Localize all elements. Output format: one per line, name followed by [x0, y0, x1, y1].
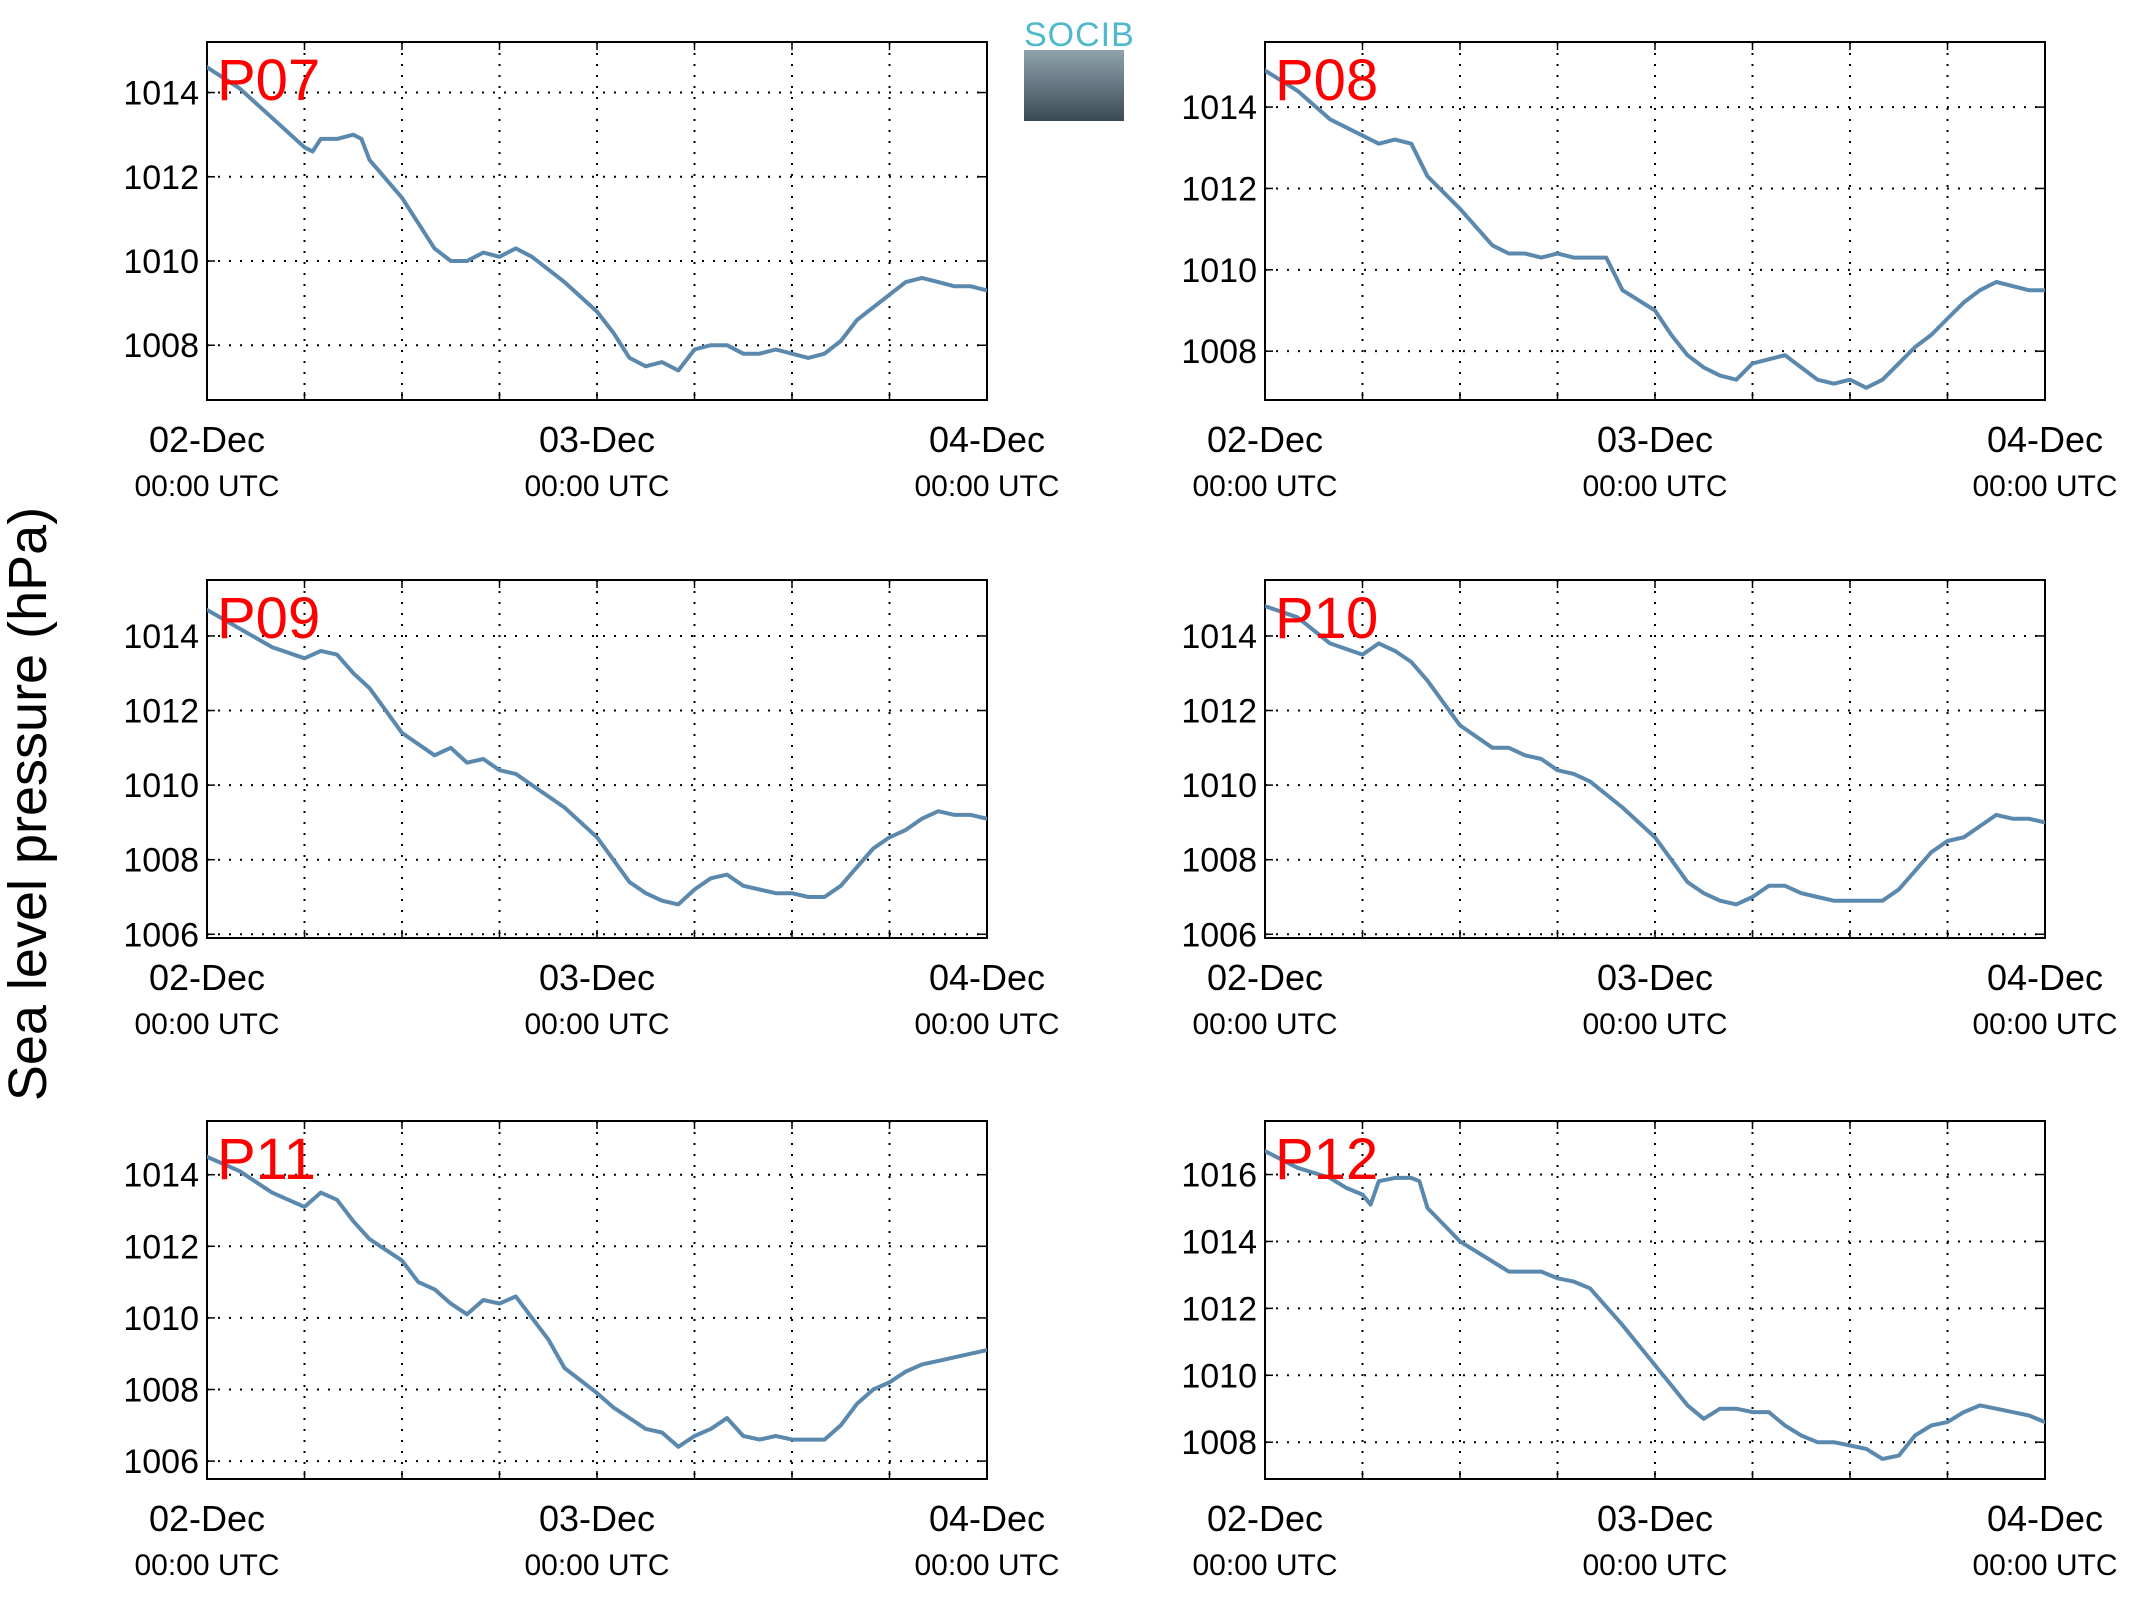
y-tick-label: 1012 — [1181, 693, 1257, 731]
station-label-p12: P12 — [1275, 1127, 1378, 1192]
y-tick-label: 1014 — [1181, 89, 1257, 127]
y-tick-label: 1008 — [1181, 333, 1257, 371]
series-line-p11 — [207, 1154, 987, 1449]
x-tick-label-time: 00:00 UTC — [134, 470, 279, 503]
x-tick-label-date: 02-Dec — [1207, 1498, 1323, 1539]
x-tick-label-time: 00:00 UTC — [914, 470, 1059, 503]
station-label-p07: P07 — [217, 48, 320, 113]
y-tick-label: 1012 — [1181, 1290, 1257, 1328]
x-tick-label-date: 03-Dec — [539, 957, 655, 998]
x-tick-label-date: 04-Dec — [929, 1498, 1045, 1539]
y-tick-label: 1010 — [123, 243, 199, 281]
y-tick-label: 1012 — [123, 693, 199, 731]
y-tick-label: 1016 — [1181, 1157, 1257, 1195]
y-tick-label: 1008 — [123, 842, 199, 880]
x-tick-label-date: 03-Dec — [1597, 1498, 1713, 1539]
x-tick-label-time: 00:00 UTC — [524, 1008, 669, 1041]
plot-frame — [206, 1120, 988, 1480]
plot-frame — [206, 579, 988, 939]
x-tick-label-time: 00:00 UTC — [914, 1549, 1059, 1582]
x-tick-label-time: 00:00 UTC — [1192, 1008, 1337, 1041]
y-tick-label: 1006 — [123, 916, 199, 954]
plot-frame — [1264, 1120, 2046, 1480]
x-tick-label-time: 00:00 UTC — [1972, 470, 2117, 503]
chart-panel-p09: 1006 1008 1010 1012 1014 02-Dec 00:00 UTC 03-De… — [123, 579, 1060, 1041]
y-tick-label: 1012 — [1181, 170, 1257, 208]
x-tick-label-date: 04-Dec — [1987, 957, 2103, 998]
x-tick-label-date: 04-Dec — [1987, 1498, 2103, 1539]
y-tick-label: 1014 — [123, 75, 199, 113]
y-tick-label: 1010 — [123, 1300, 199, 1338]
x-tick-label-time: 00:00 UTC — [134, 1008, 279, 1041]
x-tick-label-date: 02-Dec — [149, 419, 265, 460]
x-tick-label-date: 04-Dec — [929, 419, 1045, 460]
x-tick-label-date: 03-Dec — [539, 419, 655, 460]
y-tick-label: 1008 — [1181, 842, 1257, 880]
y-tick-label: 1014 — [123, 1157, 199, 1195]
y-tick-label: 1014 — [1181, 618, 1257, 656]
station-label-p10: P10 — [1275, 586, 1378, 651]
y-tick-label: 1012 — [123, 159, 199, 197]
socib-logo: SOCIB — [1024, 16, 1135, 121]
x-tick-label-time: 00:00 UTC — [524, 1549, 669, 1582]
y-tick-label: 1008 — [1181, 1424, 1257, 1462]
series-line-p10 — [1265, 604, 2045, 907]
x-tick-label-date: 03-Dec — [1597, 957, 1713, 998]
y-tick-label: 1014 — [1181, 1223, 1257, 1261]
y-tick-label: 1010 — [1181, 767, 1257, 805]
chart-panel-p07: 1008 1010 1012 1014 02-Dec 00:00 UTC 03-Dec 00:… — [123, 41, 1060, 503]
series-line-p12 — [1265, 1149, 2045, 1461]
logo-image — [1024, 50, 1124, 121]
series-line-p09 — [207, 607, 987, 907]
x-tick-label-date: 02-Dec — [1207, 419, 1323, 460]
x-tick-label-date: 04-Dec — [929, 957, 1045, 998]
y-tick-label: 1014 — [123, 618, 199, 656]
y-tick-label: 1008 — [123, 1372, 199, 1410]
station-label-p09: P09 — [217, 586, 320, 651]
x-tick-label-time: 00:00 UTC — [1582, 470, 1727, 503]
chart-panel-p08: 1008 1010 1012 1014 02-Dec 00:00 UTC 03-Dec 00:… — [1181, 41, 2118, 503]
x-tick-label-date: 03-Dec — [1597, 419, 1713, 460]
x-tick-label-time: 00:00 UTC — [1192, 470, 1337, 503]
x-tick-label-date: 03-Dec — [539, 1498, 655, 1539]
x-tick-label-time: 00:00 UTC — [1972, 1549, 2117, 1582]
chart-panel-p11: 1006 1008 1010 1012 1014 02-Dec 00:00 UTC 03-De… — [123, 1120, 1060, 1582]
y-tick-label: 1008 — [123, 327, 199, 365]
y-tick-label: 1012 — [123, 1228, 199, 1266]
x-tick-label-date: 04-Dec — [1987, 419, 2103, 460]
plot-frame — [1264, 41, 2046, 401]
y-tick-label: 1010 — [1181, 1357, 1257, 1395]
chart-panel-p12: 1008 1010 1012 1014 1016 02-Dec 00:00 UTC 03-De… — [1181, 1120, 2118, 1582]
logo-text: SOCIB — [1024, 16, 1135, 54]
x-tick-label-date: 02-Dec — [1207, 957, 1323, 998]
x-tick-label-date: 02-Dec — [149, 1498, 265, 1539]
x-tick-label-time: 00:00 UTC — [1972, 1008, 2117, 1041]
station-label-p08: P08 — [1275, 48, 1378, 113]
x-tick-label-date: 02-Dec — [149, 957, 265, 998]
x-tick-label-time: 00:00 UTC — [134, 1549, 279, 1582]
y-tick-label: 1006 — [123, 1443, 199, 1481]
x-tick-label-time: 00:00 UTC — [1582, 1008, 1727, 1041]
plot-frame — [206, 41, 988, 401]
y-tick-label: 1006 — [1181, 916, 1257, 954]
x-tick-label-time: 00:00 UTC — [1582, 1549, 1727, 1582]
y-tick-label: 1010 — [1181, 252, 1257, 290]
station-label-p11: P11 — [217, 1127, 316, 1192]
chart-panel-p10: 1006 1008 1010 1012 1014 02-Dec 00:00 UTC 03-De… — [1181, 579, 2118, 1041]
x-tick-label-time: 00:00 UTC — [1192, 1549, 1337, 1582]
series-line-p07 — [207, 65, 987, 373]
y-tick-label: 1010 — [123, 767, 199, 805]
plot-frame — [1264, 579, 2046, 939]
x-tick-label-time: 00:00 UTC — [914, 1008, 1059, 1041]
series-line-p08 — [1265, 68, 2045, 390]
x-tick-label-time: 00:00 UTC — [524, 470, 669, 503]
